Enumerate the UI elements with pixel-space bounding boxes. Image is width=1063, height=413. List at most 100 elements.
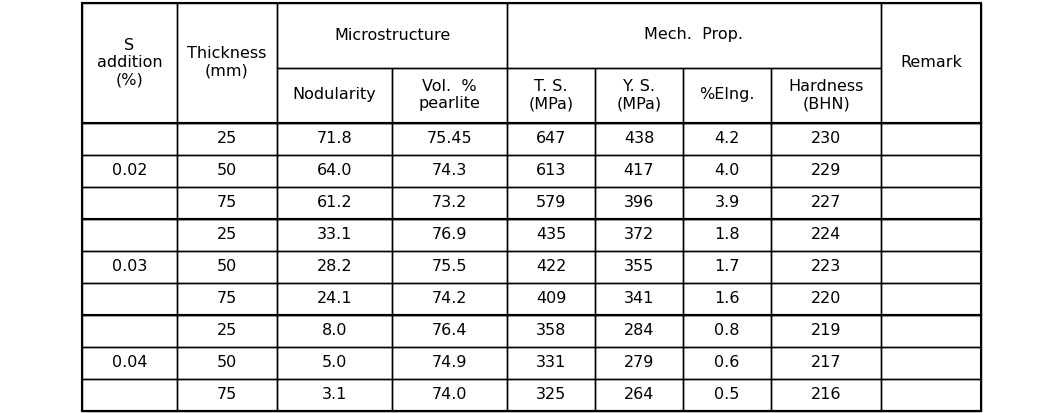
Text: S
addition
(%): S addition (%) xyxy=(97,38,163,88)
Text: %Elng.: %Elng. xyxy=(699,88,755,102)
Text: 409: 409 xyxy=(536,291,567,306)
Bar xyxy=(881,282,981,315)
Text: 438: 438 xyxy=(624,131,654,146)
Text: 219: 219 xyxy=(811,323,841,338)
Text: 33.1: 33.1 xyxy=(317,227,352,242)
Bar xyxy=(881,187,981,218)
Bar xyxy=(277,378,392,411)
Bar xyxy=(595,282,684,315)
Bar xyxy=(507,315,595,347)
Text: Microstructure: Microstructure xyxy=(334,28,450,43)
Bar xyxy=(277,251,392,282)
Bar xyxy=(82,154,178,187)
Text: 396: 396 xyxy=(624,195,654,210)
Bar xyxy=(277,315,392,347)
Text: 647: 647 xyxy=(536,131,567,146)
Text: Thickness
(mm): Thickness (mm) xyxy=(187,46,267,79)
Bar xyxy=(684,67,771,123)
Bar xyxy=(277,154,392,187)
Text: 358: 358 xyxy=(536,323,567,338)
Bar xyxy=(392,282,507,315)
Bar xyxy=(595,347,684,378)
Text: 325: 325 xyxy=(536,387,567,402)
Bar xyxy=(82,315,178,347)
Bar xyxy=(392,218,507,251)
Text: 279: 279 xyxy=(624,355,654,370)
Bar xyxy=(771,251,881,282)
Text: 0.04: 0.04 xyxy=(112,355,148,370)
Bar xyxy=(507,154,595,187)
Bar xyxy=(507,378,595,411)
Bar xyxy=(392,123,507,154)
Text: 341: 341 xyxy=(624,291,654,306)
Text: 76.9: 76.9 xyxy=(432,227,468,242)
Text: 0.8: 0.8 xyxy=(714,323,740,338)
Bar xyxy=(277,67,392,123)
Bar xyxy=(82,282,178,315)
Text: 216: 216 xyxy=(811,387,841,402)
Text: 74.3: 74.3 xyxy=(432,163,467,178)
Bar xyxy=(771,347,881,378)
Bar xyxy=(178,282,277,315)
Bar xyxy=(595,154,684,187)
Bar xyxy=(277,347,392,378)
Text: 75: 75 xyxy=(217,291,237,306)
Bar xyxy=(392,187,507,218)
Text: Nodularity: Nodularity xyxy=(292,88,376,102)
Bar xyxy=(277,2,507,67)
Bar xyxy=(881,378,981,411)
Bar xyxy=(771,123,881,154)
Text: Y. S.
(MPa): Y. S. (MPa) xyxy=(617,79,661,111)
Text: 0.03: 0.03 xyxy=(112,259,147,274)
Text: 1.8: 1.8 xyxy=(714,227,740,242)
Bar xyxy=(507,2,881,67)
Bar xyxy=(684,315,771,347)
Text: 64.0: 64.0 xyxy=(317,163,352,178)
Text: 1.6: 1.6 xyxy=(714,291,740,306)
Bar xyxy=(507,67,595,123)
Text: 372: 372 xyxy=(624,227,654,242)
Text: 71.8: 71.8 xyxy=(317,131,352,146)
Bar xyxy=(178,347,277,378)
Bar xyxy=(507,187,595,218)
Bar xyxy=(392,378,507,411)
Bar xyxy=(881,251,981,282)
Text: 61.2: 61.2 xyxy=(317,195,352,210)
Text: 74.2: 74.2 xyxy=(432,291,468,306)
Bar xyxy=(684,378,771,411)
Bar xyxy=(771,378,881,411)
Text: 579: 579 xyxy=(536,195,567,210)
Text: Vol.  %
pearlite: Vol. % pearlite xyxy=(419,79,480,111)
Text: 4.0: 4.0 xyxy=(714,163,740,178)
Bar xyxy=(82,123,178,154)
Bar xyxy=(595,251,684,282)
Text: 75.45: 75.45 xyxy=(426,131,472,146)
Bar xyxy=(684,154,771,187)
Text: Hardness
(BHN): Hardness (BHN) xyxy=(789,79,863,111)
Bar xyxy=(82,378,178,411)
Bar xyxy=(881,123,981,154)
Bar xyxy=(178,187,277,218)
Bar xyxy=(82,187,178,218)
Text: 227: 227 xyxy=(811,195,841,210)
Text: 25: 25 xyxy=(217,323,237,338)
Text: Remark: Remark xyxy=(900,55,962,70)
Bar xyxy=(881,154,981,187)
Text: 73.2: 73.2 xyxy=(432,195,467,210)
Text: 435: 435 xyxy=(536,227,567,242)
Text: 264: 264 xyxy=(624,387,654,402)
Bar xyxy=(684,218,771,251)
Bar xyxy=(507,282,595,315)
Bar xyxy=(595,123,684,154)
Bar xyxy=(82,218,178,251)
Bar xyxy=(771,315,881,347)
Text: 417: 417 xyxy=(624,163,654,178)
Text: 223: 223 xyxy=(811,259,841,274)
Bar xyxy=(82,2,981,411)
Bar xyxy=(178,154,277,187)
Bar xyxy=(82,2,178,123)
Text: 24.1: 24.1 xyxy=(317,291,352,306)
Bar xyxy=(684,347,771,378)
Bar xyxy=(595,315,684,347)
Bar xyxy=(392,251,507,282)
